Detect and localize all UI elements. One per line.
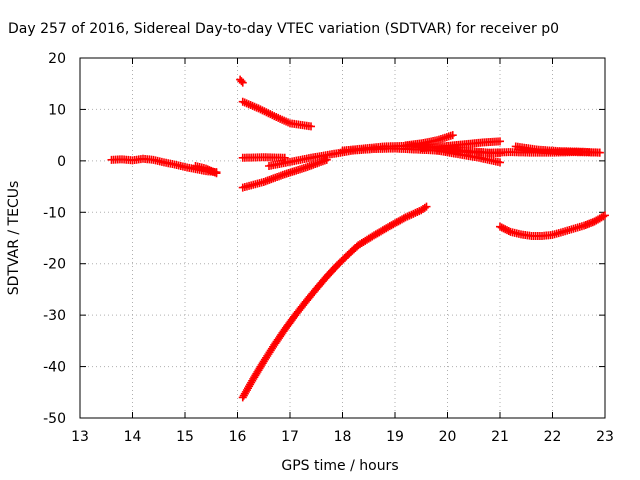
data-point	[601, 211, 609, 220]
data-point	[422, 202, 431, 211]
x-tick-label: 20	[439, 429, 457, 445]
data-point	[496, 222, 504, 231]
data-point	[280, 153, 289, 162]
data-point	[504, 226, 513, 235]
data-point	[599, 212, 608, 221]
data-point	[238, 78, 247, 87]
data-point	[496, 158, 504, 167]
y-axis-label: SDTVAR / TECUs	[6, 181, 22, 296]
y-tick-labels: 20 10 0 -10 -20 -30 -40 -50	[43, 51, 66, 427]
y-tick-label: -40	[43, 360, 66, 376]
y-tick-label: 0	[57, 154, 66, 170]
data-point	[212, 169, 221, 178]
x-tick-label: 18	[334, 429, 352, 445]
x-tick-label: 13	[71, 429, 89, 445]
grid-lines	[80, 58, 605, 418]
x-tick-labels: 13 14 15 16 17 18 19 20 21 22 23	[71, 429, 614, 445]
y-tick-label: -50	[43, 411, 66, 427]
data-point	[499, 224, 508, 233]
x-tick-label: 17	[281, 429, 299, 445]
y-tick-label: 10	[48, 102, 66, 118]
x-tick-label: 23	[596, 429, 614, 445]
data-point	[448, 131, 457, 140]
axis-ticks	[79, 57, 606, 419]
data-point	[595, 148, 604, 157]
x-tick-label: 21	[491, 429, 509, 445]
data-point	[307, 122, 315, 131]
y-tick-label: -20	[43, 257, 66, 273]
data-point	[496, 137, 504, 146]
data-point	[501, 225, 510, 234]
x-tick-label: 14	[124, 429, 142, 445]
y-tick-label: -10	[43, 205, 66, 221]
x-axis-label: GPS time / hours	[281, 458, 398, 474]
data-point	[237, 77, 246, 86]
x-tick-label: 19	[386, 429, 404, 445]
x-tick-label: 15	[176, 429, 194, 445]
x-tick-label: 16	[229, 429, 247, 445]
y-tick-label: -30	[43, 308, 66, 324]
data-marks	[107, 75, 609, 402]
data-point	[497, 223, 506, 232]
data-point	[420, 203, 429, 212]
data-point	[322, 155, 331, 164]
y-tick-label: 20	[48, 51, 66, 67]
x-tick-label: 22	[544, 429, 562, 445]
data-point	[503, 226, 511, 235]
chart-title: Day 257 of 2016, Sidereal Day-to-day VTE…	[8, 21, 559, 37]
